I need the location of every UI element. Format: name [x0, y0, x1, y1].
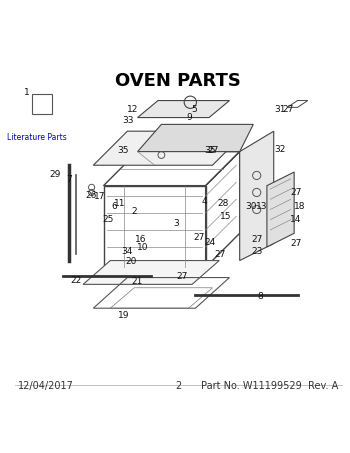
Text: 27: 27 — [252, 235, 263, 244]
Polygon shape — [267, 172, 294, 247]
Text: 22: 22 — [71, 276, 82, 285]
Text: OVEN PARTS: OVEN PARTS — [116, 72, 241, 90]
Text: 34: 34 — [121, 246, 132, 255]
Text: 35: 35 — [118, 146, 129, 155]
Text: 28: 28 — [218, 199, 229, 208]
Text: 15: 15 — [220, 212, 231, 221]
Text: 2: 2 — [131, 207, 137, 216]
Text: 23: 23 — [251, 246, 262, 255]
Text: 21: 21 — [131, 278, 142, 286]
Text: 18: 18 — [294, 202, 305, 211]
Text: 25: 25 — [102, 215, 113, 224]
Text: 31: 31 — [274, 105, 286, 114]
Text: 5: 5 — [191, 105, 197, 114]
Text: 26: 26 — [85, 191, 96, 200]
Polygon shape — [138, 101, 230, 118]
Polygon shape — [240, 131, 274, 260]
Polygon shape — [83, 260, 219, 284]
Text: Literature Parts: Literature Parts — [7, 133, 67, 142]
Text: 27: 27 — [194, 233, 205, 242]
Text: 12/04/2017: 12/04/2017 — [19, 381, 74, 390]
Text: 13: 13 — [256, 202, 267, 211]
Text: 8: 8 — [257, 292, 263, 301]
Text: 27: 27 — [282, 105, 294, 114]
Polygon shape — [93, 131, 246, 165]
Text: 4: 4 — [201, 198, 207, 207]
Text: 27: 27 — [177, 272, 188, 281]
Text: 32: 32 — [274, 145, 286, 154]
Text: 30: 30 — [245, 202, 256, 211]
Text: 27: 27 — [208, 146, 219, 155]
Text: 27: 27 — [290, 239, 302, 248]
Text: 33: 33 — [122, 116, 134, 125]
Text: Part No. W11199529  Rev. A: Part No. W11199529 Rev. A — [201, 381, 338, 390]
Text: 12: 12 — [127, 105, 138, 114]
Text: 10: 10 — [137, 243, 148, 252]
Text: 19: 19 — [118, 311, 129, 320]
Text: 24: 24 — [204, 238, 215, 247]
Text: 9: 9 — [187, 113, 192, 122]
Text: 7: 7 — [66, 175, 72, 184]
Text: 27: 27 — [214, 250, 226, 259]
Text: 14: 14 — [290, 215, 302, 223]
Text: 27: 27 — [290, 188, 302, 197]
Text: 3: 3 — [173, 219, 178, 228]
Polygon shape — [138, 125, 253, 152]
Text: 2: 2 — [175, 381, 182, 390]
Text: 17: 17 — [94, 192, 106, 201]
Text: 6: 6 — [112, 202, 117, 211]
Text: 1: 1 — [24, 87, 30, 96]
Text: 16: 16 — [134, 235, 146, 244]
Text: 11: 11 — [114, 199, 126, 208]
Text: 35: 35 — [204, 146, 216, 155]
Text: 29: 29 — [49, 170, 61, 179]
Text: 20: 20 — [126, 257, 137, 266]
